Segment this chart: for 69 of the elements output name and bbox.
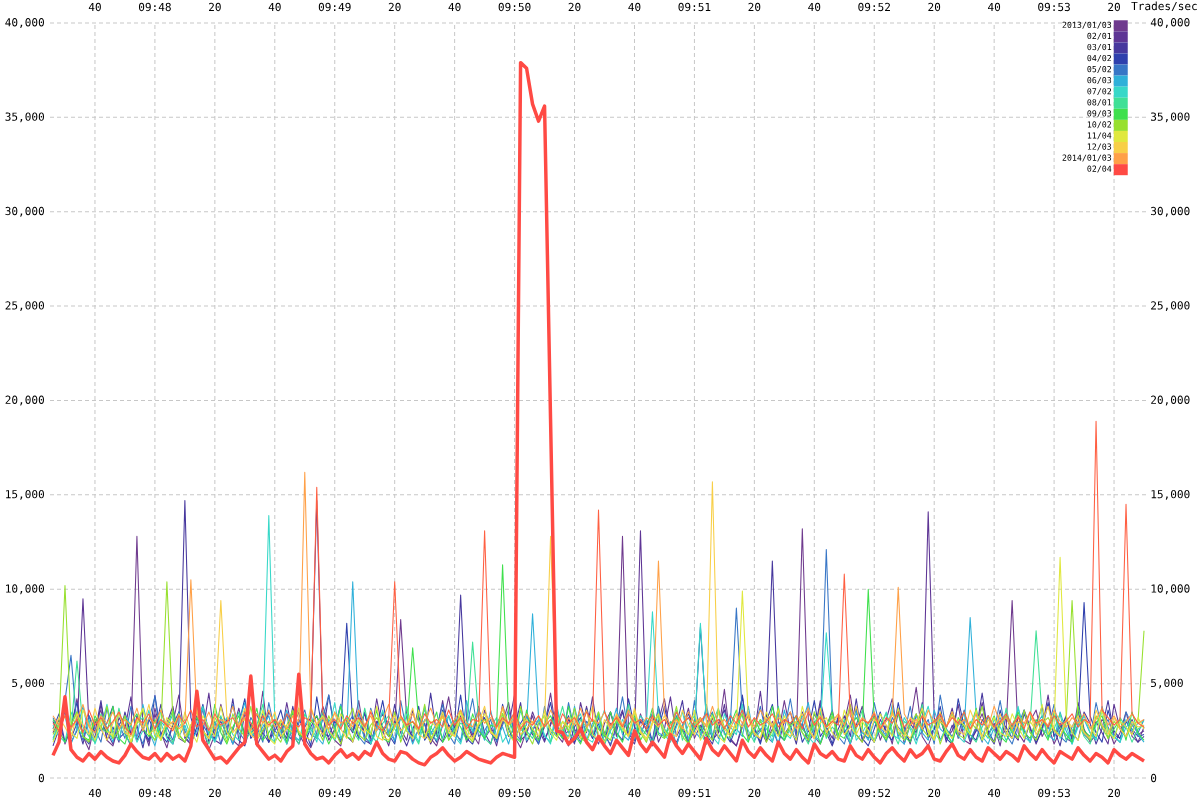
legend-label: 08/01 [1087,99,1112,107]
category-label: 09:50 [498,2,531,12]
x-tick-label: 20 [748,788,761,798]
category-label: 40 [988,2,1001,12]
x-tick-label: 09:49 [318,788,351,798]
legend-label: 05/02 [1087,66,1112,73]
y2-tick-label: 20,000 [1151,395,1190,406]
category-label: 40 [448,2,461,12]
legend-label: 12/03 [1087,143,1112,151]
y2-tick-label: 10,000 [1151,584,1190,595]
x-tick-label: 20 [1108,788,1120,798]
x-tick-label: 40 [988,788,1001,798]
y-tick-label: 5,000 [12,678,45,689]
x-tick-label: 40 [88,788,101,798]
x-tick-label: 20 [388,788,401,798]
y2-tick-label: 30,000 [1151,206,1190,217]
x-tick-label: 09:51 [678,788,711,798]
x-tick-label: 09:50 [498,788,531,798]
y2-tick-label: 5,000 [1151,678,1183,689]
y-tick-label: 0 [38,773,45,783]
category-label: 09:51 [678,2,711,12]
legend-label: 04/02 [1087,54,1112,62]
legend-label: 11/04 [1087,132,1112,140]
y-tick-label: 30,000 [5,206,45,217]
legend-label: 06/03 [1087,77,1112,84]
y-tick-label: 20,000 [5,395,45,406]
legend-label: 2013/01/03 [1062,21,1112,29]
category-label: 20 [568,2,581,12]
y-tick-label: 25,000 [5,301,45,311]
legend-label: 02/01 [1087,32,1112,40]
y2-tick-label: 40,000 [1150,18,1190,28]
category-label: 40 [88,2,101,12]
y-tick-label: 10,000 [6,584,45,595]
category-label: 09:49 [318,2,351,12]
y-tick-label: 40,000 [5,18,45,28]
legend-label: 09/03 [1087,110,1112,118]
legend-label: 10/02 [1087,121,1112,129]
y2-tick-label: 35,000 [1151,112,1190,123]
x-tick-label: 40 [448,788,461,798]
category-label: 20 [388,2,401,12]
x-tick-label: 09:48 [138,788,171,798]
x-tick-label: 40 [268,788,281,798]
y2-tick-label: 0 [1150,773,1157,783]
x-tick-label: 40 [628,788,641,798]
category-label: 20 [209,2,221,12]
y-tick-label: 35,000 [5,112,45,123]
category-label: 09:48 [138,2,171,12]
legend-label: 07/02 [1087,88,1112,96]
y2-tick-label: 15,000 [1151,489,1190,500]
x-tick-label: 09:52 [858,788,890,798]
legend-label: 2014/01/03 [1062,154,1112,162]
y2-axis-title: Trades/sec [1131,1,1197,12]
category-label: 20 [748,2,761,12]
category-label: 09:53 [1038,2,1070,12]
category-label: 09:52 [858,2,890,12]
category-label: 40 [808,2,821,12]
y2-tick-label: 25,000 [1151,301,1190,311]
category-label: 40 [628,2,641,12]
x-tick-label: 20 [209,788,221,798]
category-label: 20 [1108,2,1120,12]
x-tick-label: 20 [568,788,581,798]
category-label: 40 [268,2,281,12]
category-label: 20 [928,2,941,12]
legend-label: 02/04 [1087,165,1112,173]
y-tick-label: 15,000 [6,489,45,500]
x-tick-label: 09:53 [1038,788,1070,798]
x-tick-label: 40 [808,788,821,798]
x-tick-label: 20 [928,788,941,798]
legend-label: 03/01 [1087,43,1112,51]
